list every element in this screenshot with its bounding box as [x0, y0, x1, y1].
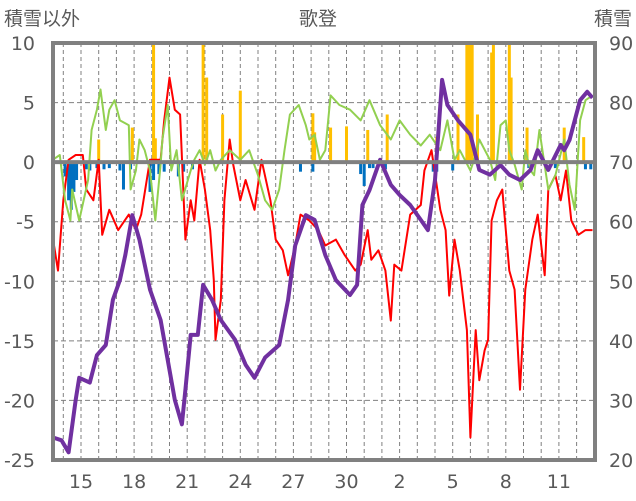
x-tick-label: 5: [447, 471, 459, 493]
blue-bar: [152, 162, 156, 181]
x-tick-label: 27: [281, 471, 305, 493]
blue-bar: [72, 162, 76, 192]
x-tick-label: 21: [175, 471, 199, 493]
blue-bar: [583, 162, 587, 170]
left-axis-title: 積雪以外: [4, 8, 80, 30]
orange-bar: [470, 43, 474, 163]
blue-bar: [95, 162, 99, 169]
orange-bar: [490, 52, 494, 163]
blue-bar: [162, 162, 166, 172]
left-y-tick-label: -10: [4, 271, 35, 293]
blue-bar: [383, 162, 387, 170]
x-tick-label: 2: [394, 471, 406, 493]
lines-layer: [51, 76, 594, 455]
blue-bar: [359, 162, 363, 175]
orange-bar: [507, 43, 511, 163]
orange-bar: [313, 132, 317, 163]
green-line: [52, 88, 594, 222]
blue-bar: [451, 162, 455, 171]
orange-bar: [385, 114, 389, 163]
orange-bar: [456, 114, 460, 163]
x-tick-label: 8: [500, 471, 512, 493]
blue-bar: [182, 162, 186, 172]
left-y-tick-label: -5: [16, 212, 35, 234]
blue-bar: [118, 162, 122, 171]
blue-bar: [371, 162, 375, 169]
right-y-tick-label: 20: [609, 450, 633, 472]
bars-layer: [63, 43, 593, 210]
orange-bar: [345, 126, 348, 163]
blue-bar: [75, 162, 79, 181]
orange-bar: [311, 113, 315, 163]
chart-title: 歌登: [299, 8, 337, 30]
left-y-tick-label: -20: [4, 390, 35, 412]
blue-bar: [67, 162, 71, 201]
right-y-tick-label: 40: [609, 331, 633, 353]
blue-bar: [298, 162, 302, 172]
orange-bar: [153, 138, 157, 163]
plot-border: [51, 41, 597, 462]
blue-bar: [311, 162, 315, 172]
orange-bar: [465, 43, 469, 163]
x-tick-label: 18: [122, 471, 146, 493]
blue-bar: [69, 162, 73, 210]
orange-bar: [491, 43, 495, 163]
blue-bar: [63, 162, 67, 177]
orange-bar: [475, 114, 479, 163]
blue-bar: [157, 162, 161, 175]
blue-bar: [84, 162, 88, 170]
right-y-tick-label: 30: [609, 390, 633, 412]
right-y-tick-label: 60: [609, 212, 633, 234]
blue-bar: [107, 162, 111, 169]
orange-bar: [468, 43, 472, 163]
blue-bar: [553, 162, 557, 169]
orange-bar: [509, 77, 513, 163]
orange-bar: [205, 77, 209, 163]
orange-bar: [97, 139, 101, 163]
blue-bar: [589, 162, 593, 170]
left-y-tick-label: -25: [4, 450, 35, 472]
orange-bar: [525, 127, 529, 163]
right-y-tick-label: 70: [609, 152, 633, 174]
orange-bar: [366, 129, 370, 163]
right-y-tick-label: 90: [609, 33, 633, 55]
right-axis-title: 積雪: [594, 8, 632, 30]
blue-bar: [102, 162, 106, 170]
left-y-tick-label: -15: [4, 331, 35, 353]
purple-snow-depth: [52, 77, 594, 455]
orange-bar: [329, 127, 333, 163]
orange-bar: [130, 127, 134, 163]
plot-frame: [51, 41, 597, 462]
blue-bar: [368, 162, 372, 169]
blue-bar: [121, 162, 125, 190]
blue-bar: [362, 162, 366, 186]
left-y-tick-label: 5: [23, 93, 35, 115]
x-tick-label: 30: [334, 471, 358, 493]
x-tick-label: 15: [69, 471, 93, 493]
left-y-tick-label: 10: [11, 33, 35, 55]
orange-bar: [238, 90, 242, 163]
x-tick-label: 11: [547, 471, 571, 493]
red-line: [51, 76, 593, 439]
orange-bar: [582, 137, 586, 163]
x-tick-label: 24: [228, 471, 252, 493]
left-y-tick-label: 0: [23, 152, 35, 174]
right-y-tick-label: 80: [609, 93, 633, 115]
orange-bar: [221, 114, 225, 163]
orange-bar: [152, 43, 156, 163]
right-y-tick-label: 50: [609, 271, 633, 293]
orange-bar: [201, 43, 205, 163]
